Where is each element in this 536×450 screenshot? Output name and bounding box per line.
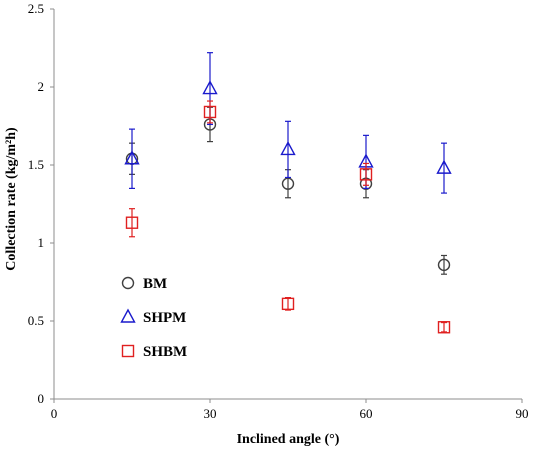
data-point-shbm	[437, 321, 451, 334]
data-point-bm	[437, 258, 451, 272]
y-tick-label: 1.5	[28, 157, 44, 172]
data-point-shpm	[436, 159, 452, 174]
legend-label-bm: BM	[143, 276, 167, 292]
series-shpm	[124, 52, 452, 194]
x-tick-label: 30	[204, 406, 217, 421]
data-point-bm	[281, 177, 295, 190]
data-point-shbm	[359, 168, 373, 181]
x-tick-label: 60	[360, 406, 373, 421]
y-tick-label: 1	[38, 235, 45, 250]
x-tick-label: 0	[51, 406, 58, 421]
data-point-shbm	[281, 297, 295, 311]
legend-label-shbm: SHBM	[143, 344, 187, 360]
y-tick-label: 2.5	[28, 1, 44, 16]
y-axis-label: Collection rate (kg/m²h)	[4, 127, 19, 271]
x-axis-label: Inclined angle (°)	[237, 432, 340, 447]
legend-marker-shbm	[121, 344, 135, 358]
data-point-shpm	[280, 140, 296, 156]
legend-label-shpm: SHPM	[143, 310, 186, 326]
axes	[50, 8, 523, 403]
x-tick-label: 90	[516, 406, 529, 421]
legend-marker-shpm	[120, 308, 136, 323]
legend: BM SHPM SHBM	[120, 276, 187, 360]
data-point-shbm	[125, 216, 139, 229]
y-tick-label: 2	[38, 79, 45, 94]
data-point-shbm	[203, 105, 217, 119]
series-shbm	[125, 100, 451, 334]
data-point-shpm	[202, 80, 218, 95]
legend-marker-bm	[121, 276, 135, 290]
y-tick-label: 0.5	[28, 313, 44, 328]
y-tick-label: 0	[38, 391, 45, 406]
data-marks	[124, 52, 452, 334]
tick-labels: 0 0.5 1 1.5 2 2.5 0 30 60 90	[28, 1, 529, 421]
data-point-shpm	[124, 150, 140, 165]
